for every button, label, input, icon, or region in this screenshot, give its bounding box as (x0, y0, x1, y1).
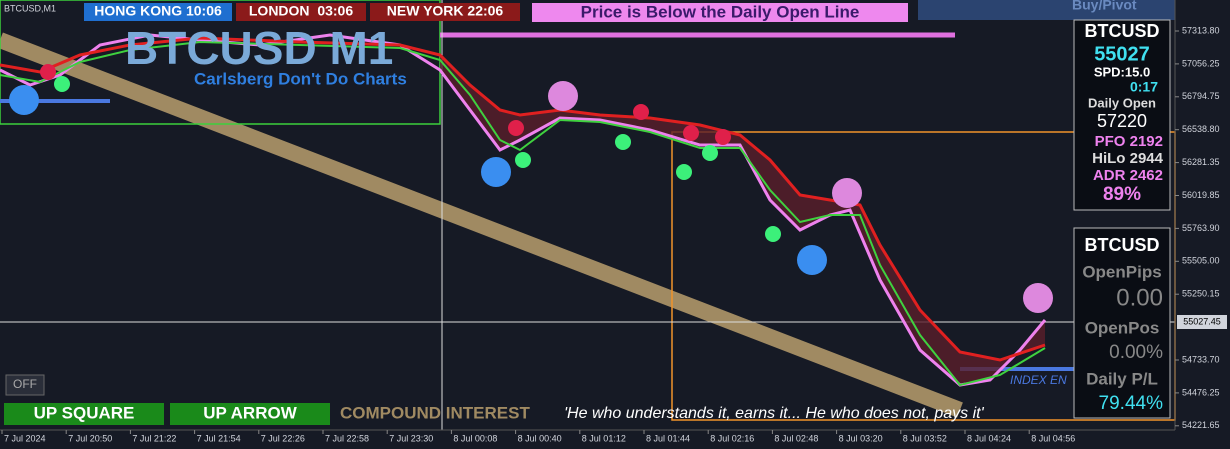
trend-band (0, 32, 963, 418)
time-label: 7 Jul 22:26 (261, 433, 305, 443)
price-label: 54476.25 (1182, 387, 1220, 397)
time-axis: 7 Jul 2024 7 Jul 20:50 7 Jul 21:22 7 Jul 21… (1, 430, 1075, 443)
time-label: 7 Jul 21:22 (132, 433, 176, 443)
daily-open: 57220 (1097, 111, 1147, 131)
time-label: 8 Jul 01:12 (582, 433, 626, 443)
quote: 'He who understands it, earns it... He w… (564, 405, 985, 422)
up-square-button[interactable] (4, 403, 164, 425)
up-square-label[interactable]: UP SQUARE (34, 403, 135, 422)
price-axis: 57313.80 57056.25 56794.75 56538.80 56281.35… (1175, 25, 1220, 430)
price-label: 56019.85 (1182, 190, 1220, 200)
price-label: 55250.15 (1182, 289, 1220, 299)
price-label: 54733.70 (1182, 354, 1220, 364)
pivot-box (918, 0, 1175, 20)
time-label: 8 Jul 01:44 (646, 433, 690, 443)
time-label: 8 Jul 00:40 (518, 433, 562, 443)
price-label: 55505.00 (1182, 256, 1220, 266)
off-button[interactable] (5, 374, 45, 396)
spread: SPD:15.0 (1094, 64, 1150, 79)
clock-box (370, 3, 520, 21)
info-panel (1073, 19, 1171, 211)
clock-box (236, 3, 366, 21)
time-label: 7 Jul 21:54 (197, 433, 241, 443)
open-pips-label: OpenPips (1082, 262, 1161, 281)
current-price: 55027.45 (1183, 316, 1221, 326)
time-label: 7 Jul 22:58 (325, 433, 369, 443)
price-label: 56794.75 (1182, 91, 1220, 101)
time-label: 8 Jul 04:24 (967, 433, 1011, 443)
daily-pl: 79.44% (1099, 393, 1164, 414)
time-label: 8 Jul 04:56 (1031, 433, 1075, 443)
index-label: INDEX EN (1010, 373, 1067, 387)
hilo: HiLo 2944 (1092, 150, 1164, 167)
price-label: 55763.90 (1182, 223, 1220, 233)
pivot-label: Buy/Pivot (1072, 0, 1137, 13)
panel-symbol: BTCUSD (1085, 235, 1160, 255)
clock-box (84, 3, 232, 21)
clock: HONG KONG 10:06 (94, 3, 222, 19)
time-label: 7 Jul 2024 (4, 433, 46, 443)
price-label: 57313.80 (1182, 25, 1220, 35)
panel-symbol: BTCUSD (1085, 21, 1160, 41)
price-label: 56538.80 (1182, 124, 1220, 134)
panel-price: 55027 (1094, 43, 1150, 65)
time-label: 8 Jul 03:20 (839, 433, 883, 443)
open-pips: 0.00 (1116, 284, 1163, 311)
time-label: 8 Jul 03:52 (903, 433, 947, 443)
adr: ADR 2462 (1093, 167, 1163, 184)
pl-panel (1073, 227, 1171, 419)
daily-open-label: Daily Open (1088, 95, 1156, 110)
price-label: 56281.35 (1182, 157, 1220, 167)
watermark-title: BTCUSD M1 (125, 22, 393, 74)
moving-average (0, 36, 1046, 362)
time-label: 8 Jul 02:48 (774, 433, 818, 443)
off-label[interactable]: OFF (13, 377, 37, 391)
compound-label: COMPOUND INTEREST (340, 403, 530, 422)
price-line (0, 33, 1047, 387)
up-arrow-label[interactable]: UP ARROW (203, 403, 297, 422)
pfo: PFO 2192 (1095, 133, 1163, 150)
time-label: 7 Jul 20:50 (68, 433, 112, 443)
watermark-subtitle: Carlsberg Don't Do Charts (194, 69, 407, 88)
open-pos-label: OpenPos (1085, 318, 1160, 337)
symbol-label: BTCUSD,M1 (4, 3, 56, 13)
banner-box (532, 3, 908, 22)
current-price-box (1177, 315, 1227, 329)
open-pos: 0.00% (1109, 342, 1163, 363)
clock: LONDON 03:06 (249, 3, 353, 19)
adr-pct: 89% (1103, 184, 1141, 205)
time-label: 8 Jul 00:08 (453, 433, 497, 443)
price-label: 54221.65 (1182, 420, 1220, 430)
clock: NEW YORK 22:06 (387, 3, 504, 19)
timer: 0:17 (1130, 79, 1158, 95)
banner: Price is Below the Daily Open Line (581, 2, 860, 21)
daily-pl-label: Daily P/L (1086, 369, 1158, 388)
moving-average (0, 40, 1046, 387)
up-arrow-button[interactable] (170, 403, 330, 425)
time-label: 8 Jul 02:16 (710, 433, 754, 443)
price-label: 57056.25 (1182, 58, 1220, 68)
time-label: 7 Jul 23:30 (389, 433, 433, 443)
signals (9, 64, 1053, 313)
